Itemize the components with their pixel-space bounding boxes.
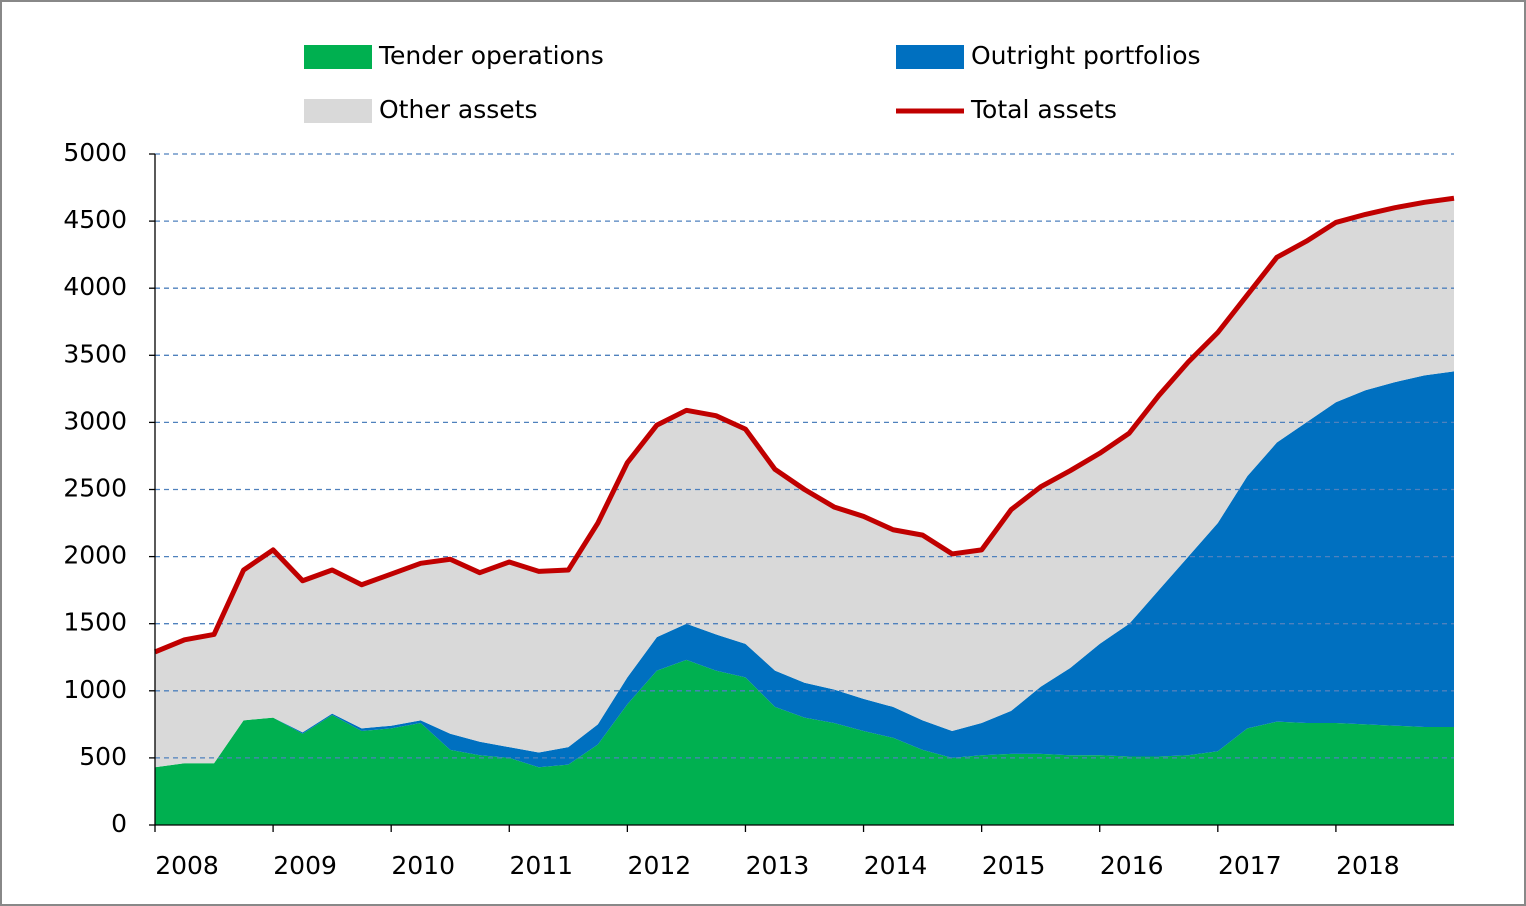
x-tick-label: 2010 xyxy=(391,851,455,880)
legend-label: Total assets xyxy=(970,95,1117,124)
y-tick-label: 2500 xyxy=(63,474,127,503)
legend-label: Tender operations xyxy=(378,41,604,70)
area xyxy=(155,371,1454,768)
x-tick-label: 2014 xyxy=(864,851,928,880)
x-tick-label: 2013 xyxy=(746,851,810,880)
legend-swatch xyxy=(304,99,372,123)
y-tick-label: 5000 xyxy=(63,138,127,167)
x-tick-label: 2012 xyxy=(628,851,692,880)
y-tick-label: 4500 xyxy=(63,205,127,234)
area xyxy=(155,659,1454,825)
y-tick-label: 500 xyxy=(79,742,127,771)
legend-swatch xyxy=(304,45,372,69)
x-tick-label: 2008 xyxy=(155,851,219,880)
x-tick-label: 2017 xyxy=(1218,851,1282,880)
y-tick-label: 1500 xyxy=(63,608,127,637)
y-tick-label: 2000 xyxy=(63,541,127,570)
y-tick-label: 0 xyxy=(111,809,127,838)
y-tick-label: 3000 xyxy=(63,406,127,435)
legend-swatch xyxy=(896,45,964,69)
x-tick-label: 2016 xyxy=(1100,851,1164,880)
x-tick-label: 2015 xyxy=(982,851,1046,880)
x-tick-label: 2018 xyxy=(1336,851,1400,880)
x-tick-label: 2011 xyxy=(509,851,573,880)
y-tick-label: 3500 xyxy=(63,339,127,368)
line xyxy=(154,195,1455,655)
y-tick-label: 4000 xyxy=(63,272,127,301)
legend-label: Outright portfolios xyxy=(971,41,1201,70)
y-tick-label: 1000 xyxy=(63,675,127,704)
legend-label: Other assets xyxy=(379,95,538,124)
area xyxy=(155,198,1454,768)
x-tick-label: 2009 xyxy=(273,851,337,880)
